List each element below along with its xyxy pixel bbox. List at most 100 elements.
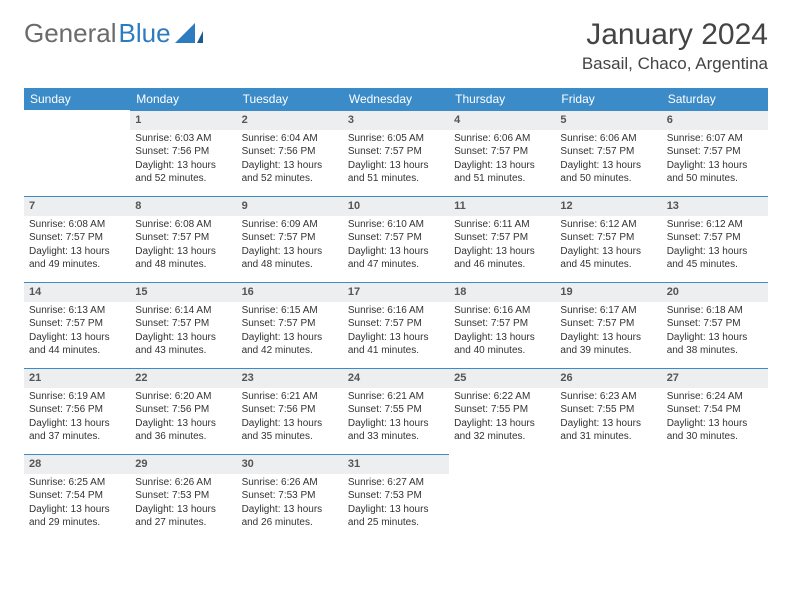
daylight-line: Daylight: 13 hours and 50 minutes.	[560, 159, 656, 186]
sunset-line: Sunset: 7:57 PM	[29, 231, 125, 245]
calendar-cell: 16Sunrise: 6:15 AMSunset: 7:57 PMDayligh…	[237, 282, 343, 368]
calendar-cell: 11Sunrise: 6:11 AMSunset: 7:57 PMDayligh…	[449, 196, 555, 282]
sunrise-line: Sunrise: 6:05 AM	[348, 132, 444, 146]
day-content: Sunrise: 6:17 AMSunset: 7:57 PMDaylight:…	[555, 302, 661, 362]
daylight-line: Daylight: 13 hours and 44 minutes.	[29, 331, 125, 358]
calendar-cell: 4Sunrise: 6:06 AMSunset: 7:57 PMDaylight…	[449, 110, 555, 196]
sunset-line: Sunset: 7:56 PM	[29, 403, 125, 417]
daylight-line: Daylight: 13 hours and 32 minutes.	[454, 417, 550, 444]
sunrise-line: Sunrise: 6:24 AM	[667, 390, 763, 404]
day-content: Sunrise: 6:07 AMSunset: 7:57 PMDaylight:…	[662, 130, 768, 190]
sunset-line: Sunset: 7:57 PM	[667, 145, 763, 159]
sunrise-line: Sunrise: 6:16 AM	[454, 304, 550, 318]
daylight-line: Daylight: 13 hours and 40 minutes.	[454, 331, 550, 358]
daylight-line: Daylight: 13 hours and 45 minutes.	[560, 245, 656, 272]
calendar-body: 1Sunrise: 6:03 AMSunset: 7:56 PMDaylight…	[24, 110, 768, 540]
daylight-line: Daylight: 13 hours and 52 minutes.	[135, 159, 231, 186]
day-number: 19	[555, 282, 661, 302]
logo-text-blue: Blue	[119, 18, 171, 49]
month-title: January 2024	[582, 18, 768, 52]
location-text: Basail, Chaco, Argentina	[582, 54, 768, 74]
calendar-table: SundayMondayTuesdayWednesdayThursdayFrid…	[24, 88, 768, 540]
day-content: Sunrise: 6:26 AMSunset: 7:53 PMDaylight:…	[237, 474, 343, 534]
day-number: 27	[662, 368, 768, 388]
sunset-line: Sunset: 7:54 PM	[667, 403, 763, 417]
day-number: 15	[130, 282, 236, 302]
sunset-line: Sunset: 7:55 PM	[348, 403, 444, 417]
day-content: Sunrise: 6:13 AMSunset: 7:57 PMDaylight:…	[24, 302, 130, 362]
sunrise-line: Sunrise: 6:23 AM	[560, 390, 656, 404]
daylight-line: Daylight: 13 hours and 35 minutes.	[242, 417, 338, 444]
daylight-line: Daylight: 13 hours and 27 minutes.	[135, 503, 231, 530]
calendar-cell: 5Sunrise: 6:06 AMSunset: 7:57 PMDaylight…	[555, 110, 661, 196]
calendar-cell: 31Sunrise: 6:27 AMSunset: 7:53 PMDayligh…	[343, 454, 449, 540]
day-content: Sunrise: 6:12 AMSunset: 7:57 PMDaylight:…	[555, 216, 661, 276]
day-number: 14	[24, 282, 130, 302]
sunrise-line: Sunrise: 6:12 AM	[560, 218, 656, 232]
daylight-line: Daylight: 13 hours and 49 minutes.	[29, 245, 125, 272]
calendar-cell: 19Sunrise: 6:17 AMSunset: 7:57 PMDayligh…	[555, 282, 661, 368]
calendar-cell: 20Sunrise: 6:18 AMSunset: 7:57 PMDayligh…	[662, 282, 768, 368]
day-number: 12	[555, 196, 661, 216]
sunset-line: Sunset: 7:57 PM	[348, 231, 444, 245]
sunrise-line: Sunrise: 6:06 AM	[454, 132, 550, 146]
sunrise-line: Sunrise: 6:13 AM	[29, 304, 125, 318]
sunrise-line: Sunrise: 6:17 AM	[560, 304, 656, 318]
day-number: 11	[449, 196, 555, 216]
sunset-line: Sunset: 7:55 PM	[560, 403, 656, 417]
sunset-line: Sunset: 7:57 PM	[135, 317, 231, 331]
sunrise-line: Sunrise: 6:27 AM	[348, 476, 444, 490]
day-content: Sunrise: 6:26 AMSunset: 7:53 PMDaylight:…	[130, 474, 236, 534]
sunset-line: Sunset: 7:57 PM	[242, 231, 338, 245]
calendar-week-row: 14Sunrise: 6:13 AMSunset: 7:57 PMDayligh…	[24, 282, 768, 368]
sunset-line: Sunset: 7:56 PM	[135, 403, 231, 417]
calendar-cell: 29Sunrise: 6:26 AMSunset: 7:53 PMDayligh…	[130, 454, 236, 540]
day-content: Sunrise: 6:10 AMSunset: 7:57 PMDaylight:…	[343, 216, 449, 276]
day-number: 29	[130, 454, 236, 474]
sunrise-line: Sunrise: 6:08 AM	[135, 218, 231, 232]
calendar-cell: 18Sunrise: 6:16 AMSunset: 7:57 PMDayligh…	[449, 282, 555, 368]
calendar-cell: 17Sunrise: 6:16 AMSunset: 7:57 PMDayligh…	[343, 282, 449, 368]
calendar-cell: 14Sunrise: 6:13 AMSunset: 7:57 PMDayligh…	[24, 282, 130, 368]
weekday-header: Monday	[130, 88, 236, 110]
calendar-cell: 23Sunrise: 6:21 AMSunset: 7:56 PMDayligh…	[237, 368, 343, 454]
sunset-line: Sunset: 7:57 PM	[242, 317, 338, 331]
calendar-cell: 12Sunrise: 6:12 AMSunset: 7:57 PMDayligh…	[555, 196, 661, 282]
sunrise-line: Sunrise: 6:26 AM	[242, 476, 338, 490]
day-content: Sunrise: 6:08 AMSunset: 7:57 PMDaylight:…	[130, 216, 236, 276]
day-number: 5	[555, 110, 661, 130]
sunset-line: Sunset: 7:57 PM	[667, 231, 763, 245]
calendar-cell	[24, 110, 130, 196]
sunrise-line: Sunrise: 6:16 AM	[348, 304, 444, 318]
sunset-line: Sunset: 7:57 PM	[560, 231, 656, 245]
sunrise-line: Sunrise: 6:20 AM	[135, 390, 231, 404]
day-number: 8	[130, 196, 236, 216]
calendar-cell: 13Sunrise: 6:12 AMSunset: 7:57 PMDayligh…	[662, 196, 768, 282]
day-number: 10	[343, 196, 449, 216]
weekday-header: Tuesday	[237, 88, 343, 110]
day-content: Sunrise: 6:05 AMSunset: 7:57 PMDaylight:…	[343, 130, 449, 190]
logo-sail-icon	[175, 23, 203, 45]
calendar-cell	[555, 454, 661, 540]
day-number: 7	[24, 196, 130, 216]
daylight-line: Daylight: 13 hours and 43 minutes.	[135, 331, 231, 358]
day-content: Sunrise: 6:21 AMSunset: 7:56 PMDaylight:…	[237, 388, 343, 448]
calendar-cell: 28Sunrise: 6:25 AMSunset: 7:54 PMDayligh…	[24, 454, 130, 540]
sunrise-line: Sunrise: 6:07 AM	[667, 132, 763, 146]
sunset-line: Sunset: 7:57 PM	[560, 317, 656, 331]
daylight-line: Daylight: 13 hours and 45 minutes.	[667, 245, 763, 272]
day-content: Sunrise: 6:03 AMSunset: 7:56 PMDaylight:…	[130, 130, 236, 190]
day-content: Sunrise: 6:06 AMSunset: 7:57 PMDaylight:…	[555, 130, 661, 190]
sunset-line: Sunset: 7:53 PM	[242, 489, 338, 503]
daylight-line: Daylight: 13 hours and 47 minutes.	[348, 245, 444, 272]
daylight-line: Daylight: 13 hours and 51 minutes.	[454, 159, 550, 186]
calendar-cell: 30Sunrise: 6:26 AMSunset: 7:53 PMDayligh…	[237, 454, 343, 540]
day-content: Sunrise: 6:23 AMSunset: 7:55 PMDaylight:…	[555, 388, 661, 448]
daylight-line: Daylight: 13 hours and 50 minutes.	[667, 159, 763, 186]
sunrise-line: Sunrise: 6:21 AM	[242, 390, 338, 404]
sunrise-line: Sunrise: 6:09 AM	[242, 218, 338, 232]
day-content: Sunrise: 6:20 AMSunset: 7:56 PMDaylight:…	[130, 388, 236, 448]
calendar-cell	[662, 454, 768, 540]
day-content: Sunrise: 6:16 AMSunset: 7:57 PMDaylight:…	[449, 302, 555, 362]
logo-text-general: General	[24, 18, 117, 49]
